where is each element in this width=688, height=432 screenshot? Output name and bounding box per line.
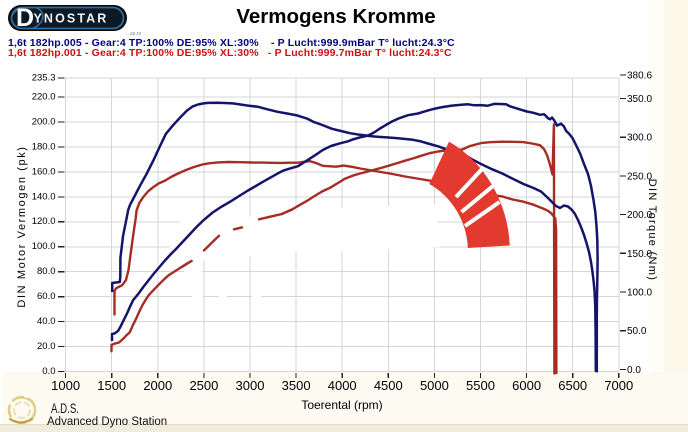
svg-text:A.D.S.: A.D.S. xyxy=(51,401,79,416)
svg-text:Toerental (rpm): Toerental (rpm) xyxy=(301,398,382,412)
svg-text:1000: 1000 xyxy=(51,378,80,393)
svg-text:D: D xyxy=(16,4,34,32)
svg-text:4500: 4500 xyxy=(374,378,403,393)
svg-text:7000: 7000 xyxy=(604,378,633,393)
svg-text:350.0: 350.0 xyxy=(627,94,652,105)
svg-text:220.0: 220.0 xyxy=(32,92,56,103)
svg-text:20.0: 20.0 xyxy=(37,341,56,352)
svg-text:100.0: 100.0 xyxy=(627,288,652,299)
svg-text:6500: 6500 xyxy=(558,378,587,393)
svg-text:250.0: 250.0 xyxy=(627,171,652,182)
svg-text:300.0: 300.0 xyxy=(627,133,652,144)
svg-text:3500: 3500 xyxy=(282,378,311,393)
svg-text:4000: 4000 xyxy=(328,378,357,393)
svg-text:6000: 6000 xyxy=(512,378,541,393)
svg-text:3000: 3000 xyxy=(236,378,265,393)
svg-text:80.0: 80.0 xyxy=(37,266,56,277)
svg-text:235.3: 235.3 xyxy=(32,72,56,83)
svg-text:5500: 5500 xyxy=(466,378,495,393)
svg-text:2500: 2500 xyxy=(189,378,218,393)
svg-text:100.0: 100.0 xyxy=(32,241,56,252)
svg-text:60.0: 60.0 xyxy=(37,291,56,302)
svg-text:DIN Motor Vermogen (pk): DIN Motor Vermogen (pk) xyxy=(16,145,28,307)
svg-text:50.0: 50.0 xyxy=(627,326,647,337)
svg-text:0.0: 0.0 xyxy=(42,366,55,377)
svg-text:140.0: 140.0 xyxy=(32,191,56,202)
svg-text:2000: 2000 xyxy=(143,378,172,393)
svg-text:1500: 1500 xyxy=(97,378,126,393)
svg-text:160.0: 160.0 xyxy=(32,166,56,177)
svg-text:40.0: 40.0 xyxy=(37,316,56,327)
svg-text:...se.nr: ...se.nr xyxy=(126,31,142,37)
svg-text:150.0: 150.0 xyxy=(627,249,652,260)
svg-text:YNOSTAR: YNOSTAR xyxy=(34,12,109,26)
svg-text:DIN Torque (Nm): DIN Torque (Nm) xyxy=(646,179,658,281)
svg-text:0.0: 0.0 xyxy=(627,365,641,376)
svg-text:180.0: 180.0 xyxy=(32,141,56,152)
svg-text:380.6: 380.6 xyxy=(627,71,652,82)
svg-text:200.0: 200.0 xyxy=(627,210,652,221)
svg-text:200.0: 200.0 xyxy=(32,117,56,128)
svg-text:Advanced Dyno Station: Advanced Dyno Station xyxy=(47,416,167,428)
svg-text:5000: 5000 xyxy=(420,378,449,393)
svg-text:120.0: 120.0 xyxy=(32,216,56,227)
